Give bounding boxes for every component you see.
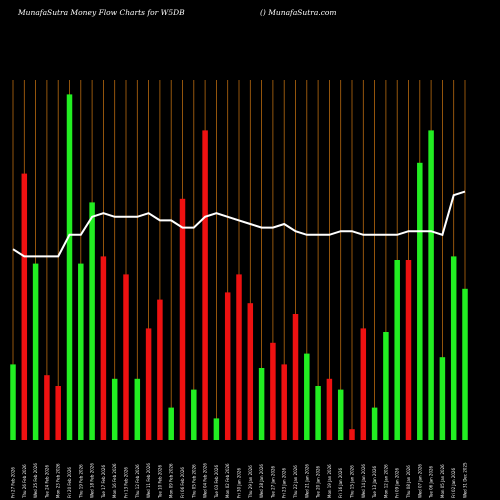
- bar: [44, 375, 50, 440]
- x-axis-labels: Fri 27 Feb 2026 Thu 26 Feb 2026 Wed 25 Feb…: [11, 462, 468, 499]
- bar: [270, 342, 276, 440]
- bar: [304, 353, 310, 440]
- bar: [247, 303, 254, 440]
- chart-title: MunafaSutra Money Flow Charts for W5DB: [18, 8, 185, 17]
- bar: [371, 407, 378, 440]
- bar: [111, 378, 118, 440]
- bar: [337, 389, 344, 440]
- x-tick-label: Wed 07 Jan 2026: [417, 464, 422, 498]
- bar: [32, 263, 39, 440]
- money-flow-line: [12, 190, 466, 258]
- bar: [462, 288, 468, 440]
- x-tick-label: Fri 09 Jan 2026: [395, 468, 400, 498]
- x-tick-label: Wed 28 Jan 2026: [259, 464, 264, 498]
- x-tick-label: Mon 02 Feb 2026: [225, 463, 230, 498]
- bar: [55, 386, 61, 440]
- bar: [224, 292, 231, 440]
- bar: [383, 332, 389, 440]
- x-tick-label: Wed 14 Jan 2026: [361, 464, 366, 498]
- x-tick-label: Wed 18 Feb 2026: [90, 463, 95, 498]
- bar: [21, 173, 28, 440]
- x-tick-label: Thu 08 Jan 2026: [406, 465, 411, 499]
- x-tick-label: Wed 11 Feb 2026: [146, 463, 151, 498]
- bar: [236, 274, 242, 440]
- x-tick-label: Fri 16 Jan 2026: [338, 468, 343, 498]
- x-tick-label: Thu 26 Feb 2026: [22, 464, 27, 499]
- x-tick-label: Tue 24 Feb 2026: [44, 465, 49, 499]
- x-tick-label: Mon 16 Feb 2026: [112, 463, 117, 498]
- bar: [202, 130, 208, 440]
- x-tick-label: Fri 23 Jan 2026: [282, 468, 287, 498]
- bar: [315, 386, 321, 440]
- x-tick-label: Thu 12 Feb 2026: [135, 464, 140, 499]
- x-tick-label: Fri 20 Feb 2026: [67, 467, 72, 498]
- x-tick-label: Wed 04 Feb 2026: [203, 463, 208, 498]
- x-tick-label: Tue 03 Feb 2026: [214, 465, 219, 499]
- bar: [292, 314, 299, 440]
- bar: [134, 378, 141, 440]
- bar: [10, 364, 16, 440]
- x-tick-label: Tue 17 Feb 2026: [101, 465, 106, 499]
- money-flow-line-group: [12, 190, 466, 258]
- bar: [213, 418, 220, 440]
- credit-text: () MunafaSutra.com: [260, 8, 337, 17]
- bar: [428, 130, 434, 440]
- bar: [417, 162, 423, 441]
- x-tick-label: Wed 25 Feb 2026: [33, 463, 38, 498]
- x-tick-label: Mon 19 Jan 2026: [327, 464, 332, 498]
- x-tick-label: Tue 27 Jan 2026: [270, 465, 275, 499]
- x-tick-label: Tue 06 Jan 2026: [429, 465, 434, 499]
- x-tick-label: Fri 06 Feb 2026: [180, 467, 185, 498]
- bar: [100, 256, 107, 440]
- x-tick-label: Thu 19 Feb 2026: [78, 464, 83, 499]
- x-tick-label: Tue 10 Feb 2026: [157, 465, 162, 499]
- bar: [179, 198, 186, 440]
- x-tick-label: Tue 13 Jan 2026: [372, 465, 377, 499]
- x-tick-label: Thu 05 Feb 2026: [191, 464, 196, 499]
- bar: [360, 328, 367, 440]
- x-tick-label: Thu 22 Jan 2026: [293, 465, 298, 499]
- bar: [168, 407, 174, 440]
- bar: [450, 256, 457, 440]
- bar: [89, 202, 95, 440]
- x-tick-label: Mon 05 Jan 2026: [440, 464, 445, 498]
- x-tick-label: Thu 15 Jan 2026: [350, 465, 355, 499]
- x-tick-label: Mon 12 Jan 2026: [383, 464, 388, 498]
- x-tick-label: Wed 31 Dec 2025: [463, 462, 468, 498]
- bar: [405, 260, 412, 440]
- x-tick-label: Mon 23 Feb 2026: [56, 463, 61, 498]
- bars: [10, 94, 468, 441]
- bar: [439, 357, 446, 440]
- bar: [78, 263, 84, 440]
- x-tick-label: Thu 29 Jan 2026: [248, 465, 253, 499]
- bar: [258, 368, 265, 440]
- bar: [349, 429, 355, 440]
- bar: [145, 328, 152, 440]
- x-tick-label: Tue 20 Jan 2026: [316, 465, 321, 499]
- bar: [66, 94, 73, 441]
- bar: [157, 299, 163, 440]
- bar: [281, 364, 287, 440]
- x-tick-label: Wed 21 Jan 2026: [304, 464, 309, 498]
- bar: [191, 389, 197, 440]
- x-tick-label: Mon 09 Feb 2026: [169, 463, 174, 498]
- bar: [394, 260, 400, 440]
- x-tick-label: Fri 27 Feb 2026: [11, 467, 16, 498]
- bar: [326, 378, 333, 440]
- x-tick-label: Fri 13 Feb 2026: [124, 467, 129, 498]
- x-tick-label: Fri 30 Jan 2026: [237, 468, 242, 498]
- bar: [123, 274, 129, 440]
- x-tick-label: Fri 02 Jan 2026: [451, 468, 456, 498]
